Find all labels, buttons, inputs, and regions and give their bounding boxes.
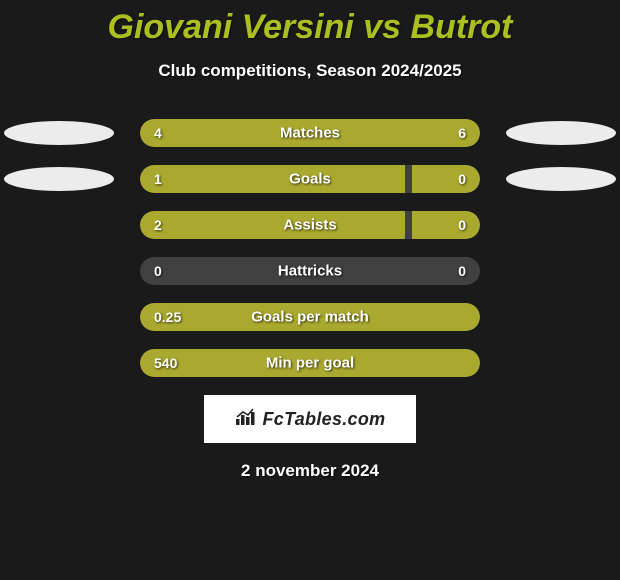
metric-label: Matches [280,125,340,142]
value-left: 540 [154,355,177,371]
bar-fill-right [412,211,480,239]
metric-label: Goals [289,171,331,188]
deco-ellipse-right [506,167,616,191]
value-right: 0 [458,263,466,279]
deco-ellipse-left [4,121,114,145]
bar-container: 4 6 Matches [140,119,480,147]
bar-container: 540 Min per goal [140,349,480,377]
bar-container: 0.25 Goals per match [140,303,480,331]
deco-ellipse-left [4,167,114,191]
bar-fill-left [140,165,405,193]
metric-label: Hattricks [278,263,342,280]
value-right: 0 [458,171,466,187]
metric-row: 4 6 Matches [0,119,620,147]
metric-row: 0 0 Hattricks [0,257,620,285]
chart-icon [235,408,257,431]
bar-fill-left [140,211,405,239]
value-left: 2 [154,217,162,233]
metric-label: Assists [283,217,336,234]
badge-label: FcTables.com [263,409,386,430]
metric-row: 540 Min per goal [0,349,620,377]
bar-container: 2 0 Assists [140,211,480,239]
metric-row: 2 0 Assists [0,211,620,239]
bar-container: 0 0 Hattricks [140,257,480,285]
source-badge[interactable]: FcTables.com [204,395,416,443]
subtitle: Club competitions, Season 2024/2025 [0,61,620,81]
bar-fill-right [412,165,480,193]
deco-ellipse-right [506,121,616,145]
value-right: 6 [458,125,466,141]
comparison-chart: 4 6 Matches 1 0 Goals 2 0 Assists 0 0 Hattricks 0.25… [0,119,620,377]
value-left: 0.25 [154,309,181,325]
date-label: 2 november 2024 [0,461,620,481]
metric-label: Min per goal [266,355,354,372]
value-left: 4 [154,125,162,141]
metric-label: Goals per match [251,309,369,326]
value-right: 0 [458,217,466,233]
metric-row: 1 0 Goals [0,165,620,193]
value-left: 0 [154,263,162,279]
page-title: Giovani Versini vs Butrot [0,0,620,47]
value-left: 1 [154,171,162,187]
metric-row: 0.25 Goals per match [0,303,620,331]
bar-container: 1 0 Goals [140,165,480,193]
